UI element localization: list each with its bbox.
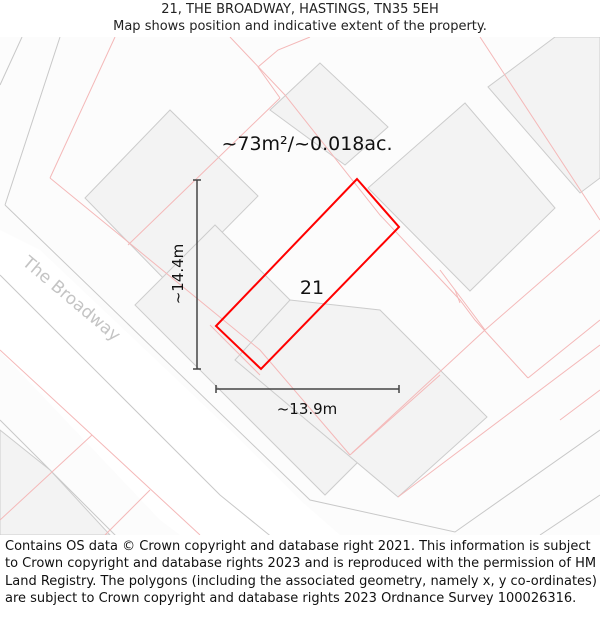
- property-map[interactable]: ~73m²/~0.018ac. 21 ~14.4m ~13.9m The Bro…: [0, 37, 600, 535]
- buildings: [0, 37, 600, 535]
- width-measure-label: ~13.9m: [277, 400, 338, 418]
- building: [269, 62, 389, 166]
- map-header: 21, THE BROADWAY, HASTINGS, TN35 5EH Map…: [0, 0, 600, 38]
- property-address-title: 21, THE BROADWAY, HASTINGS, TN35 5EH: [161, 2, 439, 17]
- map-subtitle: Map shows position and indicative extent…: [113, 19, 487, 34]
- height-measure-label: ~14.4m: [169, 244, 187, 305]
- width-measure: [215, 385, 400, 393]
- road-the-broadway: [0, 37, 600, 535]
- copyright-attribution: Contains OS data © Crown copyright and d…: [5, 539, 597, 607]
- area-label: ~73m²/~0.018ac.: [221, 133, 392, 155]
- building: [234, 299, 488, 498]
- property-boundary[interactable]: [214, 177, 401, 371]
- parcel-boundaries: [0, 37, 600, 535]
- plot-number-label: 21: [300, 277, 324, 299]
- building: [487, 37, 600, 194]
- building: [367, 102, 556, 292]
- building: [0, 429, 111, 535]
- height-measure: [193, 179, 201, 370]
